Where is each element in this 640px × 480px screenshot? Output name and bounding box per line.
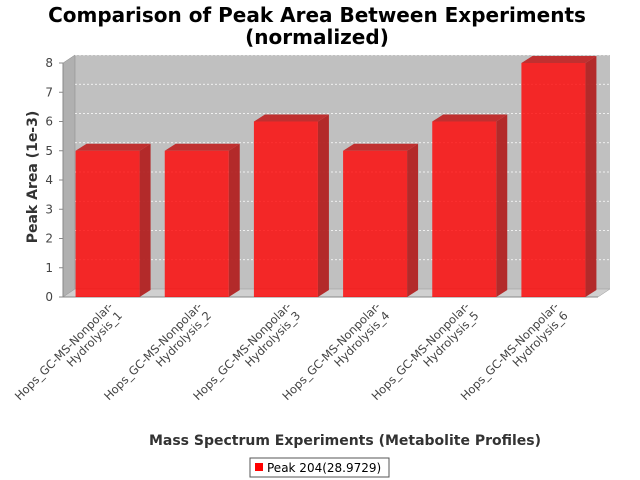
bar-top <box>253 114 329 122</box>
bar-top <box>432 114 508 122</box>
bar <box>343 143 419 297</box>
bar-front <box>75 150 140 297</box>
y-tick-label: 0 <box>45 290 53 304</box>
y-tick-label: 5 <box>45 144 53 158</box>
y-tick-label: 8 <box>45 56 53 70</box>
bar-front <box>521 63 586 297</box>
legend-box <box>249 457 390 478</box>
bars <box>75 56 597 297</box>
bar <box>432 114 508 297</box>
bar-front <box>253 121 318 297</box>
bar-side <box>585 56 597 297</box>
y-axis-label: Peak Area (1e-3) <box>25 111 41 244</box>
y-tick-label: 2 <box>45 232 53 246</box>
chart-title: Comparison of Peak Area Between Experime… <box>48 3 586 27</box>
plot-left-wall <box>62 54 76 298</box>
gridlines <box>75 54 610 261</box>
bar-top <box>75 143 151 151</box>
y-tick-label: 7 <box>45 85 53 99</box>
x-axis-label: Mass Spectrum Experiments (Metabolite Pr… <box>149 433 541 449</box>
legend-entry: Peak 204(28.9729) <box>267 461 381 475</box>
bar-front <box>343 150 408 297</box>
bar-front <box>164 150 229 297</box>
y-tick-labels: 0 1 2 3 4 5 6 7 8 <box>45 56 63 304</box>
bar-top <box>521 56 597 63</box>
y-tick-label: 1 <box>45 261 53 275</box>
bar <box>253 114 329 297</box>
bar-side <box>496 114 508 297</box>
legend: Peak 204(28.9729) <box>249 457 390 478</box>
legend-swatch <box>255 463 263 471</box>
y-tick-label: 4 <box>45 173 53 187</box>
bar-side <box>228 143 240 297</box>
bar-side <box>139 143 151 297</box>
y-tick-label: 3 <box>45 202 53 216</box>
chart-subtitle: (normalized) <box>245 25 389 49</box>
y-tick-label: 6 <box>45 115 53 129</box>
bar-top <box>343 143 419 151</box>
bar-side <box>317 114 329 297</box>
x-tick-labels: Hops_GC-MS-Nonpolar-Hydrolysis_1Hops_GC-… <box>12 299 571 403</box>
bar-front <box>432 121 497 297</box>
bar-top <box>164 143 240 151</box>
bar <box>75 143 151 297</box>
bar <box>164 143 240 297</box>
bar <box>521 56 597 297</box>
bar-side <box>407 143 419 297</box>
